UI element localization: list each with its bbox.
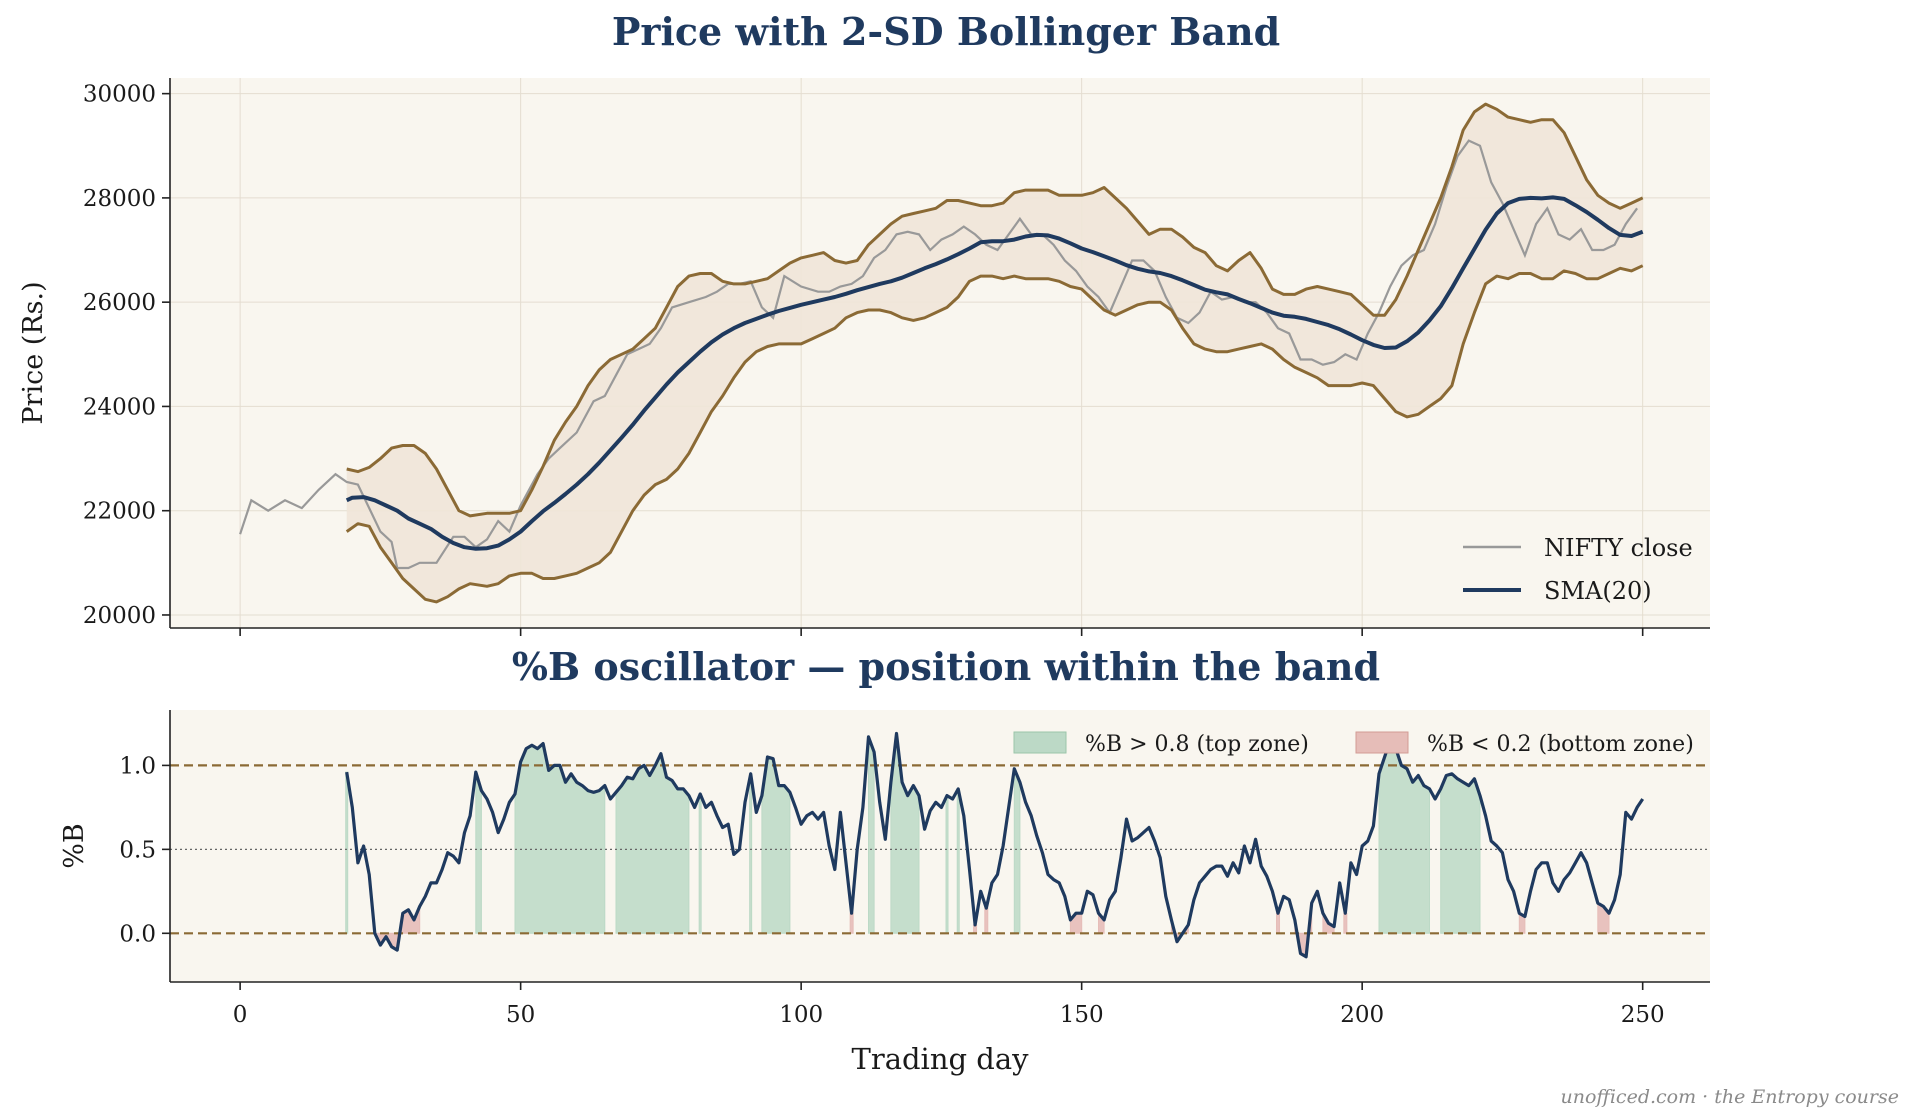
pctb-reference-lines <box>170 764 1710 935</box>
pctb-y-axis-label: %B <box>59 823 90 869</box>
pctb-line <box>345 731 1645 959</box>
bollinger-band-fill <box>346 104 1643 602</box>
top-zone-area <box>956 788 960 934</box>
pctb-axes <box>169 710 1710 983</box>
y-tick-label: 0.0 <box>119 921 156 947</box>
y-tick-label: 26000 <box>83 290 156 316</box>
top-zone-area <box>1013 768 1021 934</box>
x-tick-label: 50 <box>506 1002 535 1028</box>
lower-band-line <box>345 264 1644 604</box>
y-tick-label: 20000 <box>83 603 156 629</box>
x-tick-label: 250 <box>1621 1002 1665 1028</box>
price-legend: NIFTY close SMA(20) <box>1463 534 1693 605</box>
top-zone-area <box>945 795 949 934</box>
pctb-legend: %B > 0.8 (top zone) %B < 0.2 (bottom zon… <box>1013 731 1694 757</box>
y-tick-label: 30000 <box>83 82 156 108</box>
price-y-ticks: 20000 22000 24000 26000 28000 30000 <box>83 82 170 629</box>
price-x-ticks <box>239 628 1644 636</box>
top-zone-area <box>1440 773 1481 934</box>
pctb-x-ticks: 0 50 100 150 200 250 <box>233 982 1665 1028</box>
x-axis-label: Trading day <box>851 1042 1029 1076</box>
y-tick-label: 28000 <box>83 186 156 212</box>
legend-bottom-zone-swatch <box>1355 731 1409 754</box>
legend-top-zone-label: %B > 0.8 (top zone) <box>1085 732 1309 757</box>
y-tick-label: 24000 <box>83 394 156 420</box>
upper-band-line <box>346 102 1644 518</box>
bottom-zone-area <box>849 912 854 934</box>
pctb-zones <box>345 733 1610 958</box>
legend-bottom-zone-label: %B < 0.2 (bottom zone) <box>1427 732 1694 757</box>
y-tick-label: 1.0 <box>119 753 156 779</box>
legend-close-label: NIFTY close <box>1544 534 1693 562</box>
x-tick-label: 150 <box>1060 1002 1104 1028</box>
bottom-zone-area <box>984 907 989 934</box>
y-tick-label: 22000 <box>83 499 156 525</box>
y-tick-label: 0.5 <box>119 837 156 863</box>
x-tick-label: 100 <box>779 1002 823 1028</box>
top-zone-area <box>698 793 702 934</box>
price-y-axis-label: Price (Rs.) <box>18 281 49 424</box>
pctb-panel-title: %B oscillator — position within the band <box>512 644 1380 689</box>
bottom-zone-area <box>1343 912 1348 934</box>
top-zone-area <box>475 771 482 934</box>
price-axes <box>169 78 1710 629</box>
legend-sma-label: SMA(20) <box>1544 577 1652 605</box>
sma-line <box>345 195 1644 551</box>
top-zone-area <box>345 771 349 934</box>
price-panel-title: Price with 2-SD Bollinger Band <box>612 9 1280 54</box>
pctb-y-ticks: 0.0 0.5 1.0 <box>119 753 170 947</box>
legend-top-zone-swatch <box>1013 731 1067 754</box>
footer-credit: unofficed.com · the Entropy course <box>1560 1086 1899 1108</box>
x-tick-label: 200 <box>1340 1002 1384 1028</box>
top-zone-area <box>749 773 753 934</box>
x-tick-label: 0 <box>233 1002 248 1028</box>
bottom-zone-area <box>1276 912 1281 934</box>
